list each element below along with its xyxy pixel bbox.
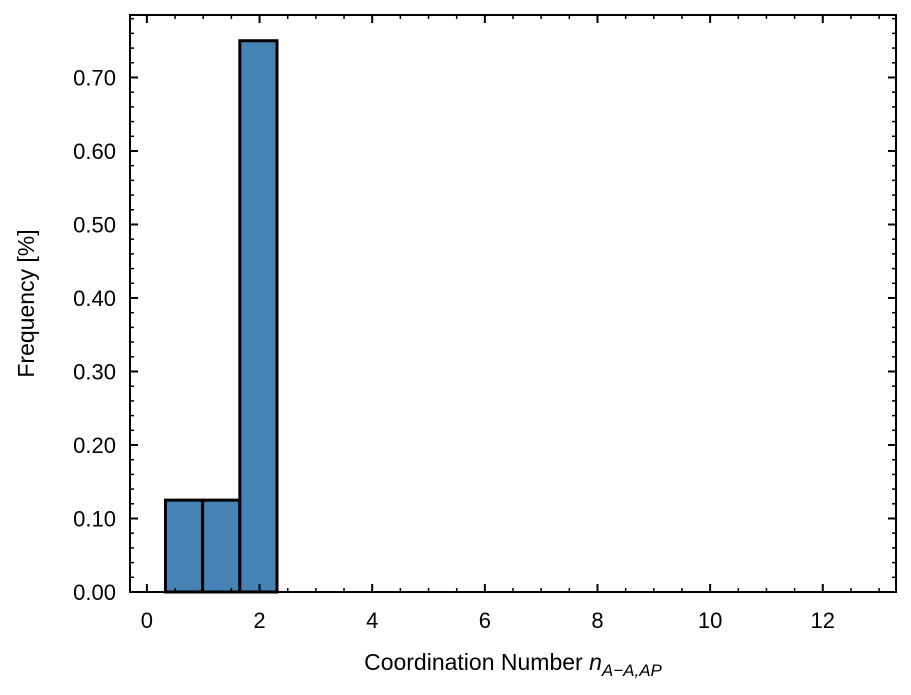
y-tick-label: 0.30 <box>73 359 116 384</box>
x-tick-label: 4 <box>366 608 378 633</box>
bars-group <box>163 39 279 594</box>
y-tick-label: 0.50 <box>73 212 116 237</box>
y-tick-label: 0.40 <box>73 286 116 311</box>
y-tick-label: 0.70 <box>73 65 116 90</box>
y-tick-label: 0.60 <box>73 139 116 164</box>
x-axis-label-subscript: A−A,AP <box>601 661 663 680</box>
tick-labels-group: 0 2 4 6 8 10 12 0.00 0.10 0.20 0.30 0.40 0.50 0.60 0.7… <box>73 65 835 633</box>
x-tick-label: 0 <box>141 608 153 633</box>
y-tick-label: 0.00 <box>73 580 116 605</box>
y-axis-label: Frequency [%] <box>13 229 39 377</box>
y-tick-label: 0.20 <box>73 433 116 458</box>
x-tick-label: 6 <box>479 608 491 633</box>
plot-frame <box>129 14 897 593</box>
y-tick-label: 0.10 <box>73 506 116 531</box>
x-tick-label: 10 <box>698 608 722 633</box>
x-axis-label-symbol: n <box>589 649 602 675</box>
histogram-bar-2 <box>238 39 279 594</box>
histogram-bar-1 <box>201 498 242 594</box>
x-tick-label: 12 <box>811 608 835 633</box>
histogram-bar-0 <box>163 498 205 594</box>
x-tick-label: 8 <box>591 608 603 633</box>
x-tick-label: 2 <box>253 608 265 633</box>
x-axis-label: Coordination Number nA−A,AP <box>364 649 662 680</box>
x-axis-label-main: Coordination Number <box>364 649 589 675</box>
